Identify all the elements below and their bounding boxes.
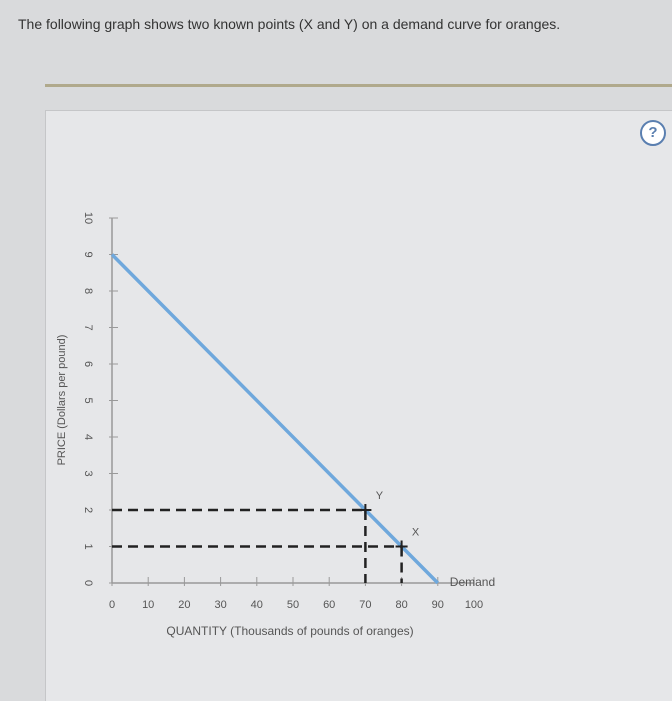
separator — [45, 84, 672, 87]
x-axis-title: QUANTITY (Thousands of pounds of oranges… — [166, 624, 413, 638]
panel — [45, 110, 672, 701]
y-tick-label: 5 — [82, 397, 94, 403]
x-tick-label: 50 — [287, 599, 299, 611]
point-label: Y — [376, 490, 384, 502]
x-tick-label: 30 — [214, 599, 226, 611]
y-tick-label: 2 — [82, 507, 94, 513]
y-tick-label: 0 — [82, 580, 94, 586]
demand-line — [110, 253, 440, 585]
x-tick-label: 100 — [465, 599, 483, 611]
y-tick-label: 3 — [82, 470, 94, 476]
x-tick-label: 70 — [359, 599, 371, 611]
x-tick-label: 60 — [323, 599, 335, 611]
x-tick-label: 20 — [178, 599, 190, 611]
y-tick-label: 6 — [82, 361, 94, 367]
x-tick-label: 80 — [395, 599, 407, 611]
x-tick-label: 40 — [251, 599, 263, 611]
y-axis-title: PRICE (Dollars per pound) — [56, 335, 68, 466]
help-button[interactable]: ? — [640, 120, 666, 146]
point — [395, 540, 408, 553]
y-tick-label: 1 — [82, 543, 94, 549]
y-tick-label: 10 — [82, 212, 94, 224]
y-tick-label: 9 — [82, 251, 94, 257]
point — [359, 504, 372, 516]
x-tick-label: 10 — [142, 599, 154, 611]
point-label: X — [412, 526, 420, 538]
y-tick-label: 7 — [82, 324, 94, 330]
y-tick-label: 4 — [82, 434, 94, 440]
y-tick-label: 8 — [82, 288, 94, 294]
x-tick-label: 90 — [432, 599, 444, 611]
question-text: The following graph shows two known poin… — [18, 16, 561, 32]
x-tick-label: 0 — [109, 599, 115, 611]
series-label: Demand — [450, 575, 495, 589]
